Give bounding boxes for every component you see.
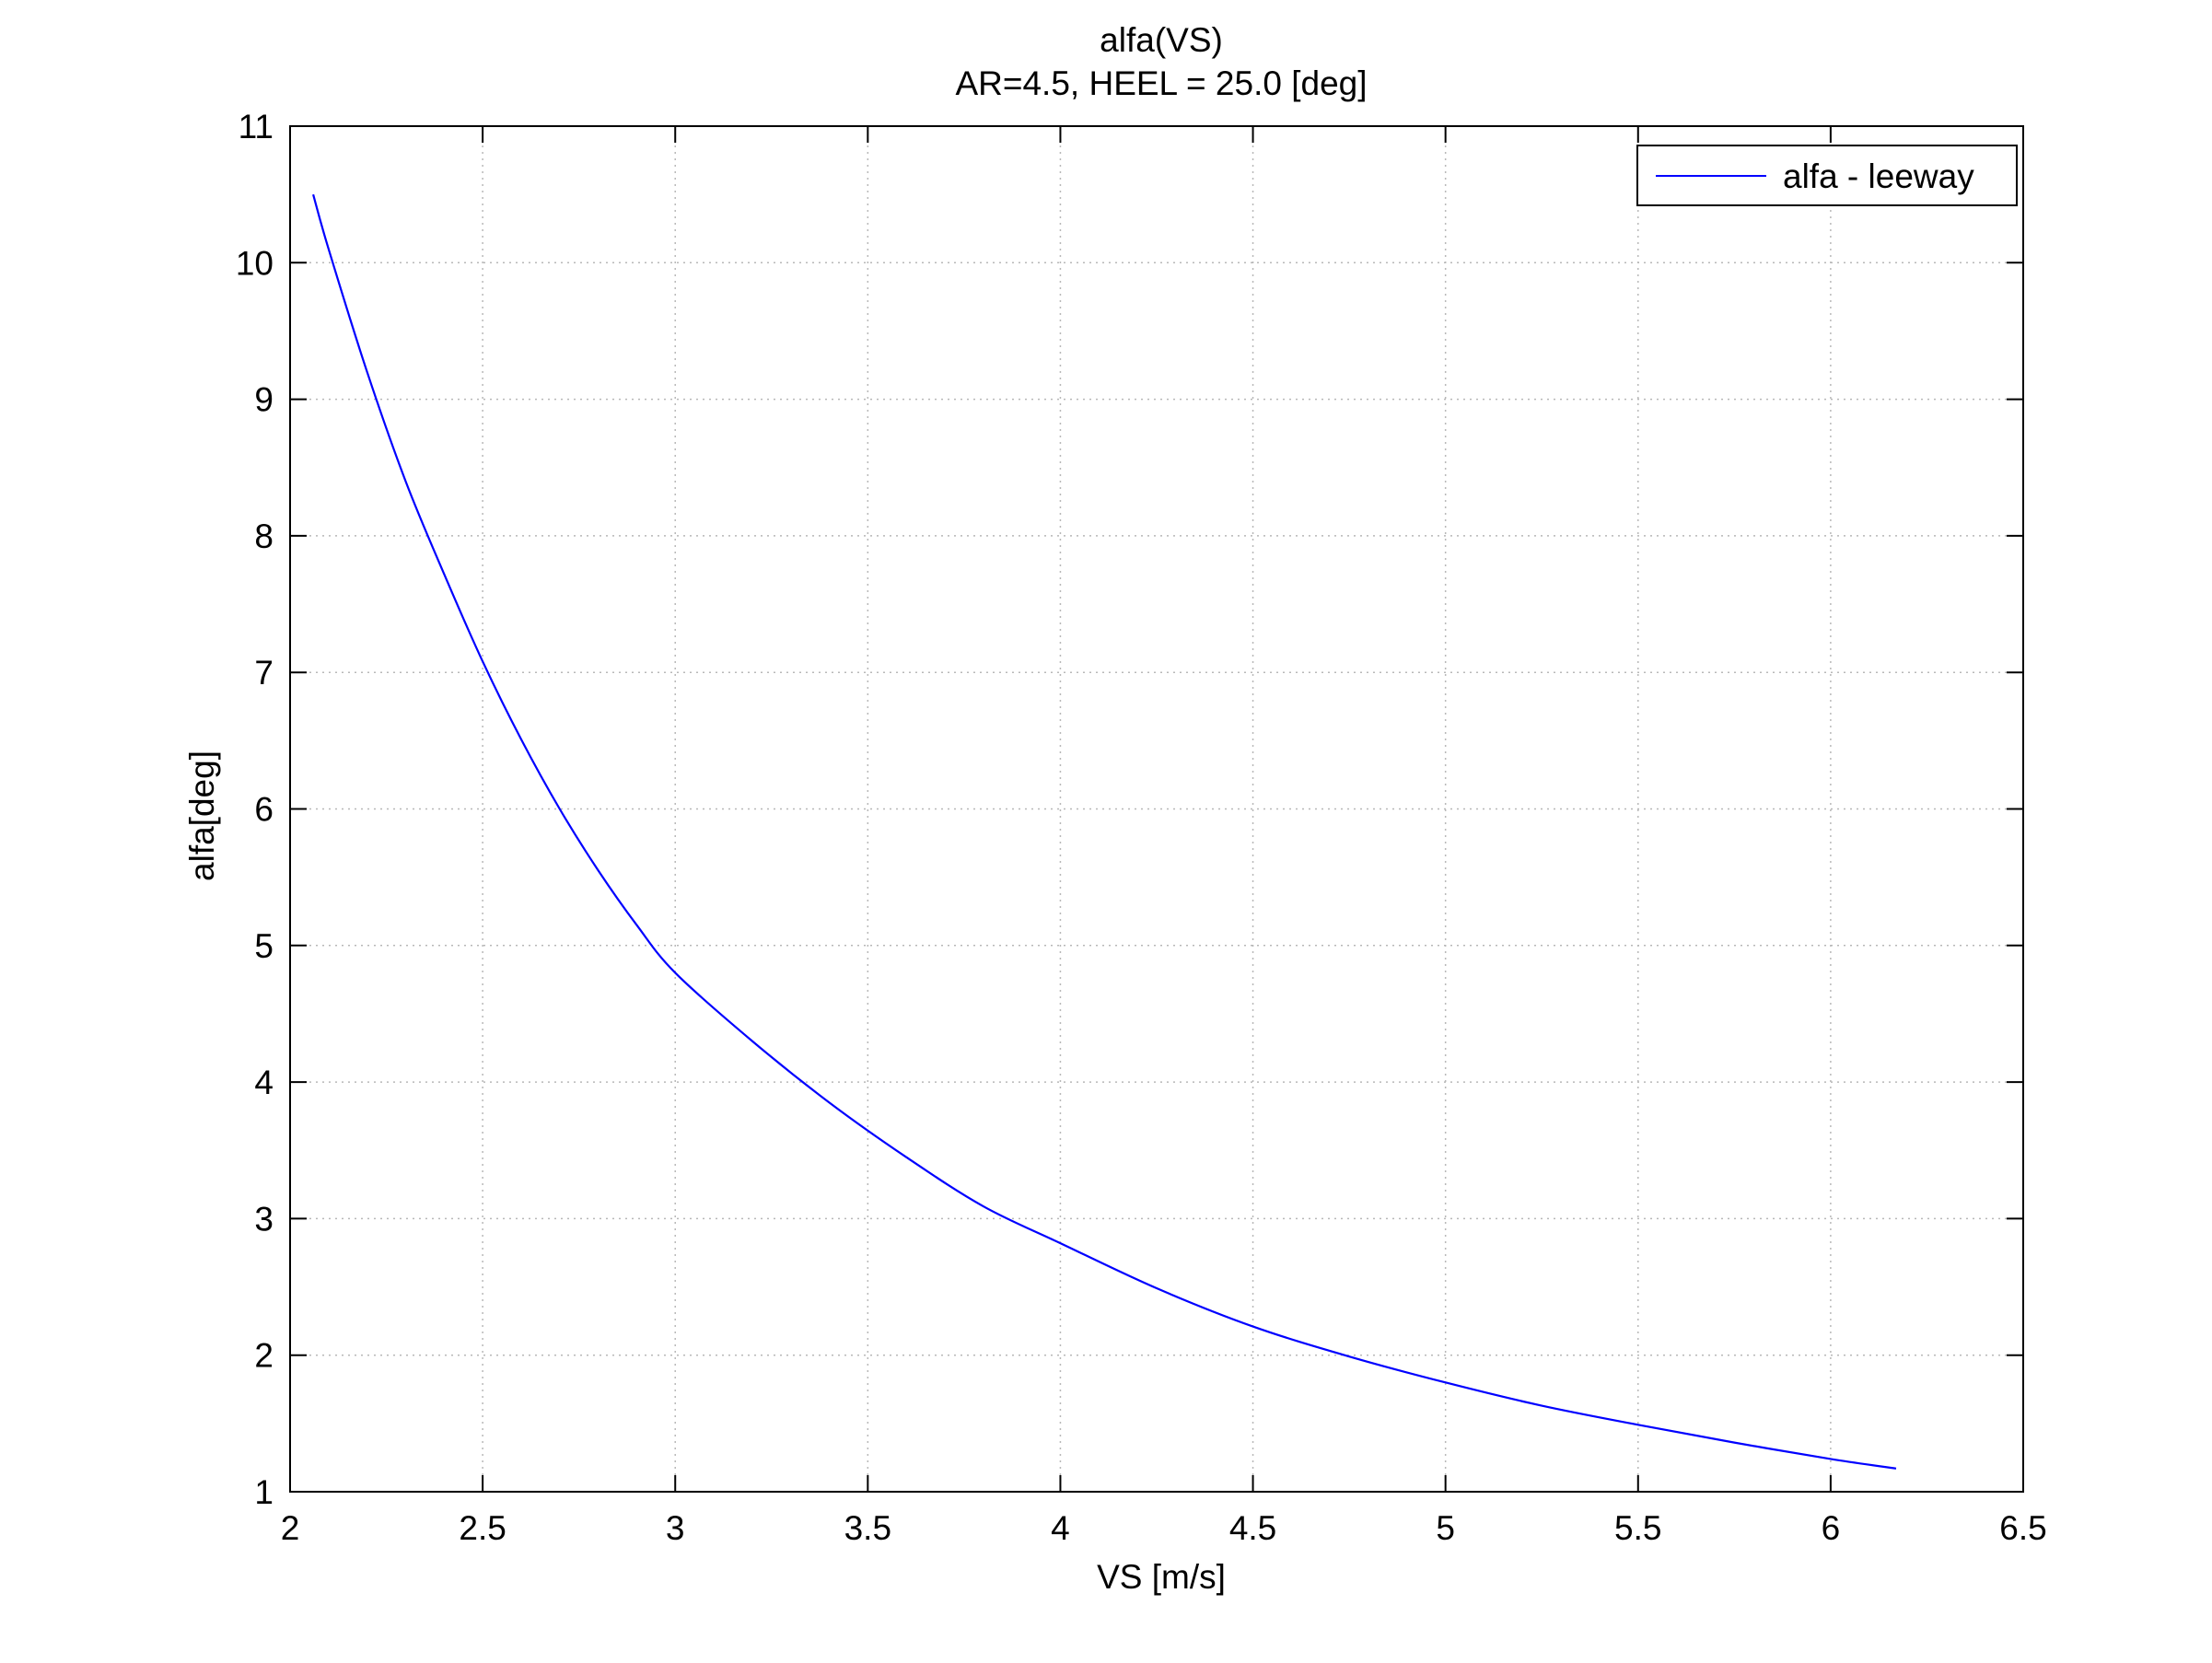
y-tick-label-4: 5 (254, 927, 274, 965)
x-tick-label-2: 3 (666, 1509, 685, 1547)
y-tick-label-6: 7 (254, 654, 274, 692)
grid-lines (290, 126, 2023, 1492)
x-tick-label-0: 2 (281, 1509, 300, 1547)
legend-label-alfa-leeway: alfa - leeway (1783, 157, 1974, 195)
x-tick-label-1: 2.5 (459, 1509, 506, 1547)
y-tick-label-9: 10 (236, 244, 274, 282)
y-tick-label-7: 8 (254, 518, 274, 555)
axis-ticks (289, 125, 2024, 1493)
x-tick-label-7: 5.5 (1614, 1509, 1661, 1547)
x-tick-labels: 2 2.5 3 3.5 4 4.5 5 5.5 6 6.5 (281, 1509, 2047, 1547)
y-axis-label: alfa[deg] (183, 750, 221, 881)
x-tick-label-5: 4.5 (1229, 1509, 1276, 1547)
x-tick-label-6: 5 (1436, 1509, 1455, 1547)
x-tick-label-3: 3.5 (844, 1509, 891, 1547)
y-tick-label-1: 2 (254, 1337, 274, 1375)
x-axis-label: VS [m/s] (1097, 1558, 1226, 1596)
y-tick-label-8: 9 (254, 381, 274, 419)
y-tick-label-0: 1 (254, 1473, 274, 1511)
y-tick-label-10: 11 (239, 108, 274, 145)
x-tick-label-4: 4 (1051, 1509, 1070, 1547)
y-tick-label-5: 6 (254, 791, 274, 829)
chart-subtitle: AR=4.5, HEEL = 25.0 [deg] (955, 64, 1367, 102)
y-tick-labels: 1 2 3 4 5 6 7 8 9 10 11 (236, 108, 274, 1511)
x-tick-label-9: 6.5 (1999, 1509, 2046, 1547)
x-tick-label-8: 6 (1822, 1509, 1841, 1547)
series-layer (312, 193, 1897, 1470)
series-line-0 (312, 193, 1897, 1470)
legend: alfa - leeway (1636, 145, 2018, 206)
chart-title: alfa(VS) (1100, 21, 1223, 59)
y-tick-label-2: 3 (254, 1200, 274, 1238)
y-tick-label-3: 4 (254, 1064, 274, 1101)
